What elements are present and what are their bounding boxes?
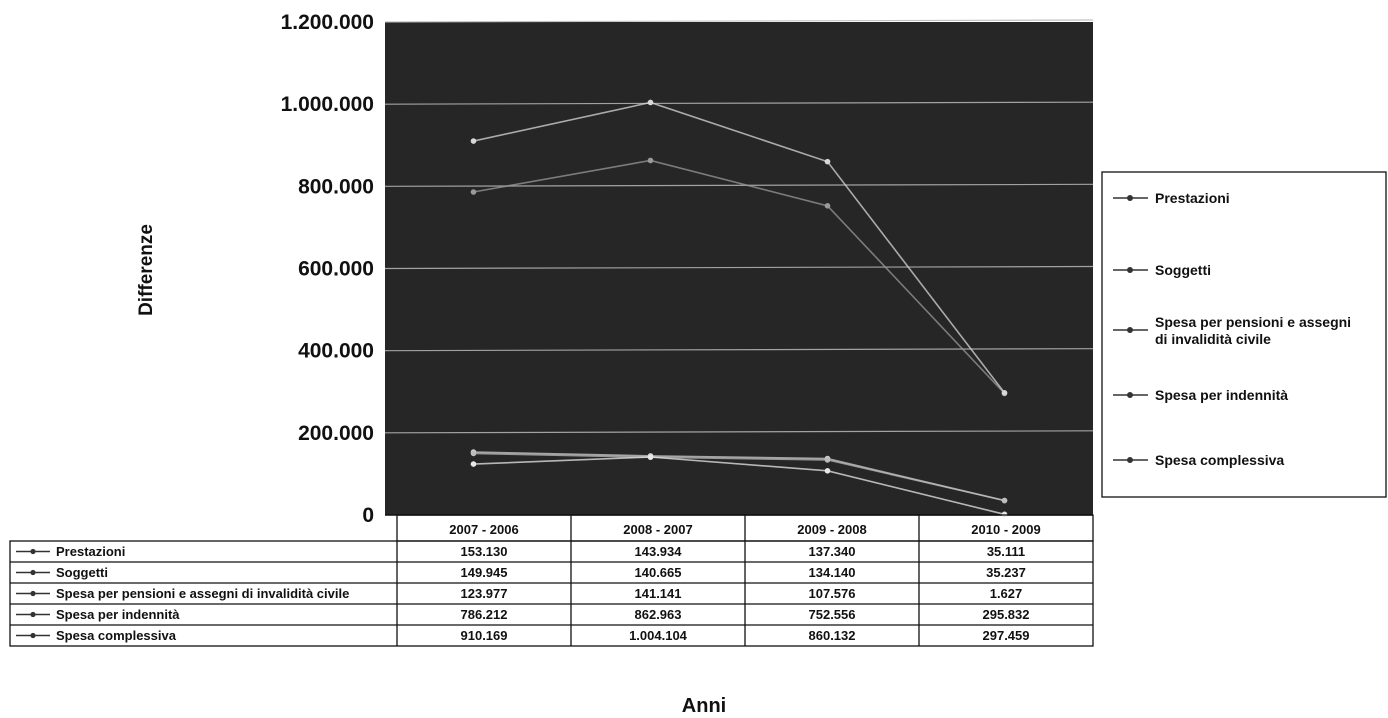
y-tick-label: 1.000.000 bbox=[281, 93, 374, 116]
data-point bbox=[470, 189, 477, 195]
gridline bbox=[384, 101, 1094, 105]
table-series-name: Prestazioni bbox=[56, 544, 125, 559]
legend: Prestazioni Soggetti Spesa per pensioni e … bbox=[1101, 171, 1387, 498]
category-label: 2009 - 2008 bbox=[797, 522, 866, 537]
legend-marker bbox=[1127, 457, 1133, 463]
legend-marker bbox=[1127, 327, 1133, 333]
category-label: 2010 - 2009 bbox=[971, 522, 1040, 537]
table-marker bbox=[30, 548, 36, 555]
gridline bbox=[384, 430, 1094, 434]
legend-box bbox=[1101, 171, 1387, 498]
series-line bbox=[473, 159, 1006, 395]
legend-marker bbox=[1127, 267, 1133, 273]
data-table: 2007 - 2006 2008 - 2007 2009 - 2008 2010 - … bbox=[9, 514, 1094, 647]
legend-label: di invalidità civile bbox=[1155, 331, 1271, 347]
table-marker bbox=[30, 590, 36, 597]
data-label: 141.141 bbox=[635, 586, 682, 601]
data-label: 137.340 bbox=[809, 544, 856, 559]
gridline bbox=[384, 19, 1094, 23]
data-label: 752.556 bbox=[809, 607, 856, 622]
data-point bbox=[824, 203, 831, 209]
legend-label: Spesa per indennità bbox=[1155, 387, 1288, 403]
data-label: 140.665 bbox=[635, 565, 682, 580]
legend-label: Spesa complessiva bbox=[1155, 452, 1284, 468]
data-label: 134.140 bbox=[809, 565, 856, 580]
series-lines bbox=[470, 99, 1008, 518]
data-point bbox=[470, 450, 477, 457]
legend-label: Soggetti bbox=[1155, 262, 1211, 278]
gridline bbox=[384, 265, 1094, 270]
data-label: 123.977 bbox=[461, 586, 508, 601]
table-body bbox=[9, 540, 1094, 647]
x-axis-label: Anni bbox=[682, 695, 726, 717]
data-label: 860.132 bbox=[809, 628, 856, 643]
data-point bbox=[824, 468, 831, 474]
data-label: 35.111 bbox=[987, 544, 1025, 559]
y-axis-label: Differenze bbox=[136, 224, 157, 316]
data-point bbox=[470, 461, 477, 467]
data-point bbox=[647, 99, 654, 106]
y-tick-label: 400.000 bbox=[298, 340, 374, 363]
legend-label: Spesa per pensioni e assegni bbox=[1155, 314, 1351, 330]
y-tick-label: 800.000 bbox=[298, 175, 374, 198]
y-tick-label: 0 bbox=[362, 504, 374, 527]
y-axis: 0 200.000 400.000 600.000 800.000 1.000.000 1.… bbox=[281, 11, 374, 527]
data-label: 143.934 bbox=[635, 544, 683, 559]
data-label: 35.237 bbox=[986, 565, 1026, 580]
data-label: 107.576 bbox=[809, 586, 856, 601]
data-label: 1.004.104 bbox=[629, 628, 688, 643]
table-series-name: Spesa per pensioni e assegni di invalidi… bbox=[56, 586, 349, 601]
data-label: 786.212 bbox=[461, 607, 508, 622]
gridline bbox=[384, 348, 1094, 352]
legend-marker bbox=[1127, 392, 1133, 398]
plot-area bbox=[384, 19, 1094, 516]
data-point bbox=[1001, 497, 1008, 504]
table-marker bbox=[30, 569, 36, 576]
y-tick-label: 600.000 bbox=[298, 258, 374, 281]
data-point bbox=[824, 457, 831, 463]
data-label: 910.169 bbox=[461, 628, 508, 643]
y-tick-label: 1.200.000 bbox=[281, 11, 374, 34]
data-label: 149.945 bbox=[461, 565, 508, 580]
data-label: 153.130 bbox=[461, 544, 508, 559]
table-series-name: Spesa per indennità bbox=[56, 607, 180, 622]
data-point bbox=[1001, 511, 1008, 518]
table-marker bbox=[30, 611, 36, 618]
y-tick-label: 200.000 bbox=[298, 422, 374, 445]
table-marker bbox=[30, 632, 36, 639]
legend-label: Prestazioni bbox=[1155, 190, 1230, 206]
category-label: 2007 - 2006 bbox=[449, 522, 518, 537]
table-series-name: Soggetti bbox=[56, 565, 108, 580]
category-label: 2008 - 2007 bbox=[623, 522, 692, 537]
series-line bbox=[473, 452, 1005, 502]
table-series-name: Spesa complessiva bbox=[56, 628, 177, 643]
data-point bbox=[1001, 389, 1008, 396]
data-label: 297.459 bbox=[983, 628, 1030, 643]
data-point bbox=[470, 138, 477, 144]
data-point bbox=[824, 158, 831, 165]
data-label: 295.832 bbox=[983, 607, 1030, 622]
data-label: 1.627 bbox=[990, 586, 1023, 601]
series-line bbox=[473, 101, 1006, 394]
series-line bbox=[473, 456, 1005, 516]
data-label: 862.963 bbox=[635, 607, 682, 622]
data-point bbox=[647, 454, 654, 460]
legend-marker bbox=[1127, 195, 1133, 201]
data-point bbox=[647, 157, 654, 164]
